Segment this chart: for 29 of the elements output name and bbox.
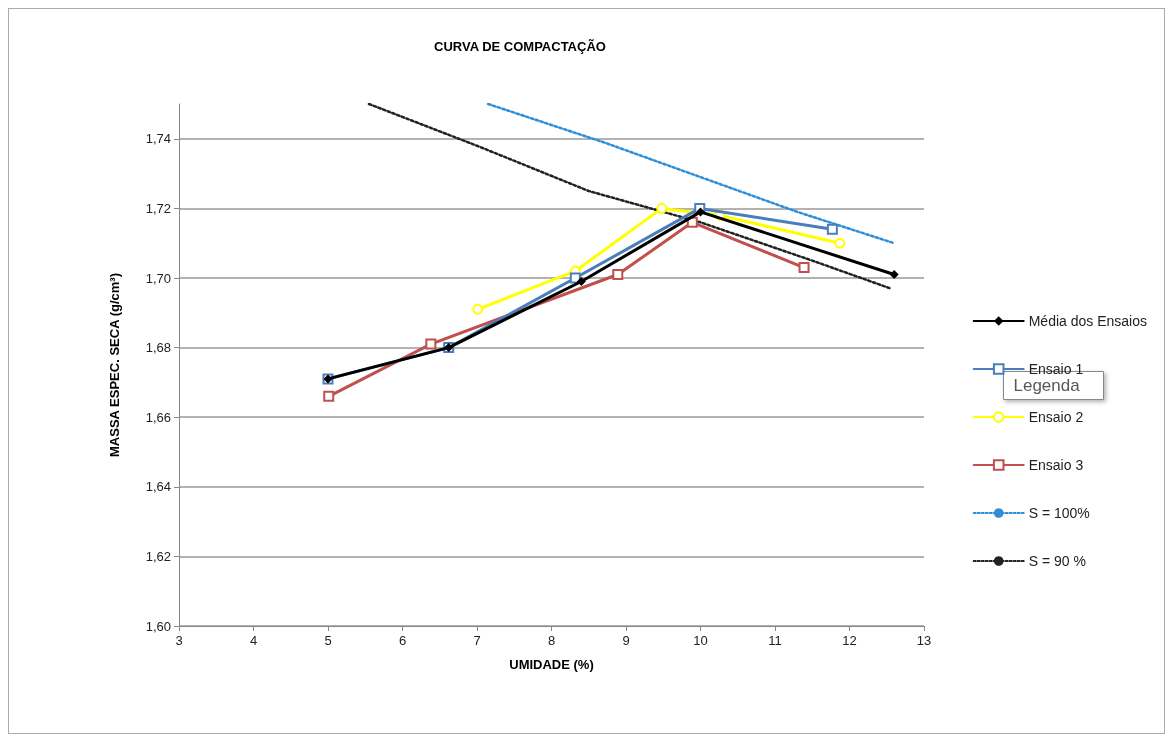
x-tick-label: 4 xyxy=(249,633,258,648)
legend-label: S = 100% xyxy=(1028,505,1090,521)
y-tick-label: 1,64 xyxy=(145,479,171,495)
x-tick-label: 11 xyxy=(768,633,782,648)
x-tick-label: 6 xyxy=(398,633,407,648)
legend-label: S = 90 % xyxy=(1028,553,1086,569)
text: Legenda xyxy=(1013,375,1081,395)
y-axis-title: MASSA ESPEC. SECA (g/cm³) xyxy=(107,273,122,457)
x-tick-label: 3 xyxy=(175,633,183,648)
x-tick-label: 13 xyxy=(916,633,932,648)
y-tick-label: 1,72 xyxy=(145,200,171,216)
y-tick-label: 1,74 xyxy=(145,131,171,147)
x-tick-label: 5 xyxy=(324,633,332,648)
y-tick-label: 1,68 xyxy=(145,340,171,356)
chart-title: CURVA DE COMPACTAÇÃO xyxy=(434,39,606,54)
legend-label: Ensaio 2 xyxy=(1028,409,1084,425)
y-tick-label: 1,66 xyxy=(145,409,171,425)
x-tick-label: 12 xyxy=(842,633,857,648)
x-tick-label: 8 xyxy=(547,633,556,648)
y-tick-label: 1,70 xyxy=(145,270,171,286)
legend-label: Ensaio 3 xyxy=(1028,457,1084,473)
x-tick-label: 10 xyxy=(693,633,708,648)
y-tick-label: 1,62 xyxy=(145,548,171,564)
x-tick-label: 7 xyxy=(473,633,481,648)
legend-label: Ensaio 1 xyxy=(1028,361,1084,377)
x-tick-label: 9 xyxy=(622,633,630,648)
legend-label: Média dos Ensaios xyxy=(1028,313,1148,329)
y-tick-label: 1,60 xyxy=(145,618,171,634)
x-axis-title: UMIDADE (%) xyxy=(509,657,594,672)
